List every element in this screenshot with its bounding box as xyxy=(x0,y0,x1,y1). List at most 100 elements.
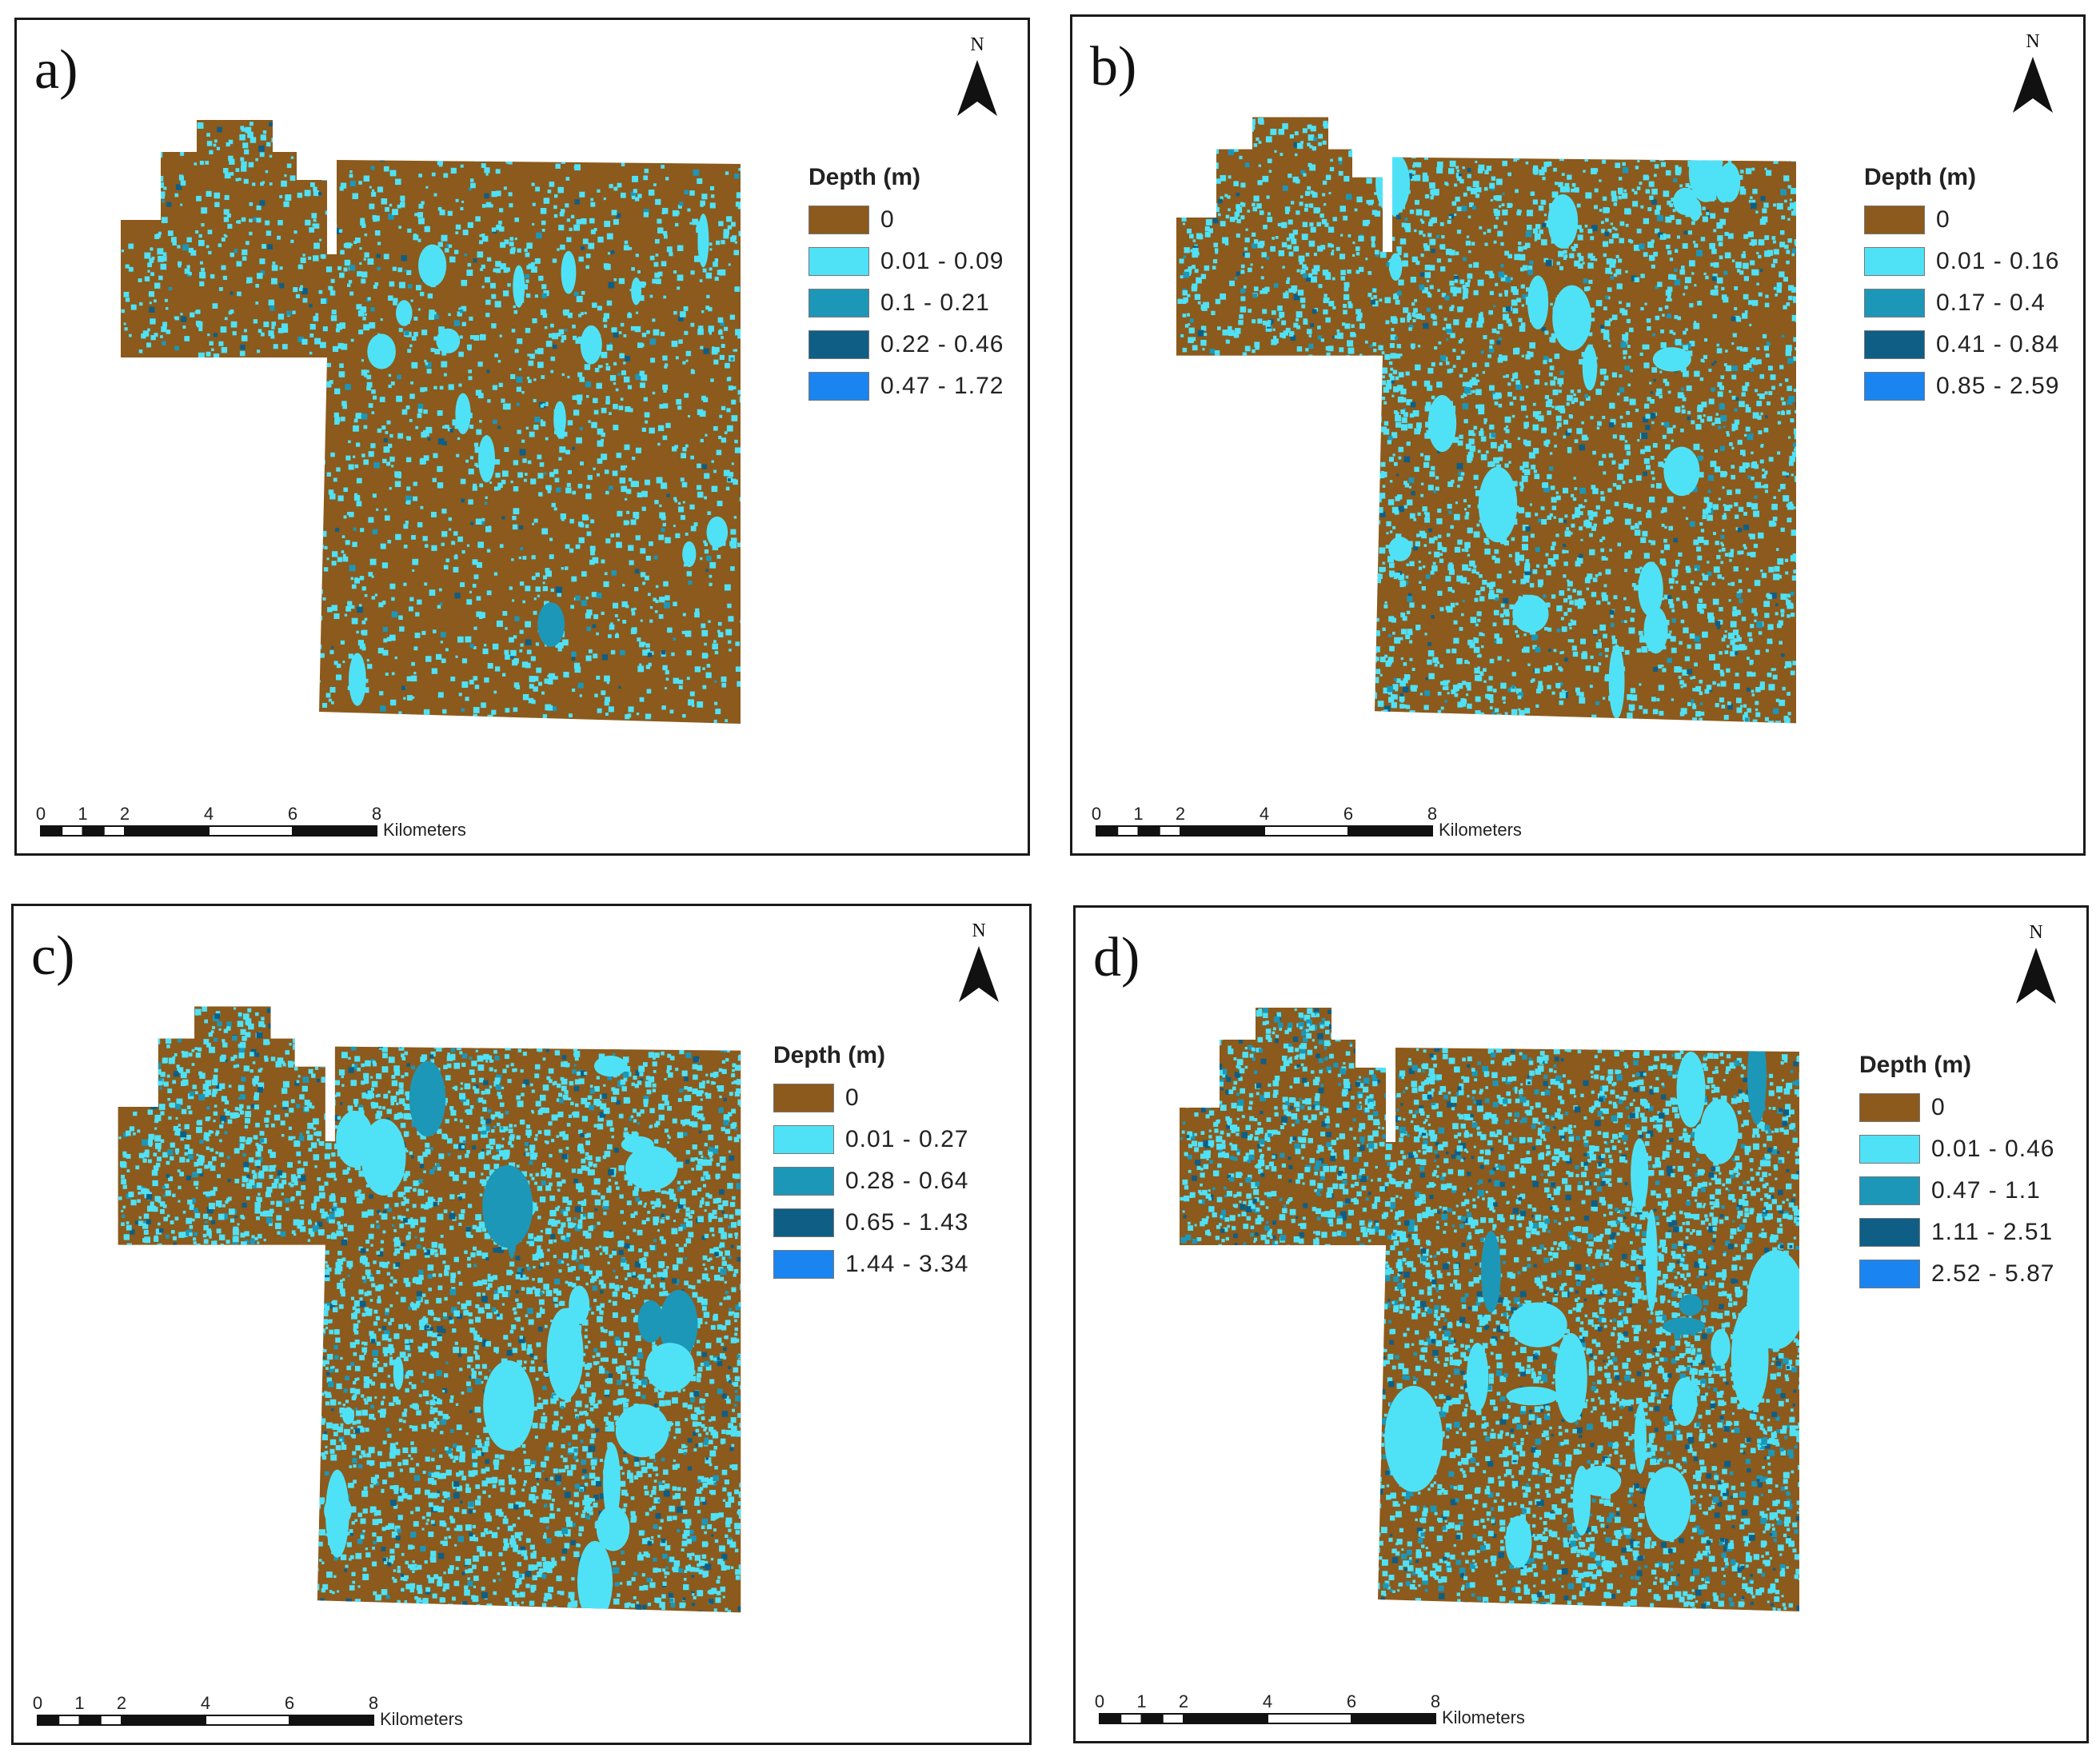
water-pixel xyxy=(1707,514,1713,521)
water-pixel xyxy=(1439,128,1445,134)
water-pixel xyxy=(623,245,629,251)
water-pixel xyxy=(1248,668,1254,674)
water-pixel xyxy=(1375,131,1380,137)
water-pixel xyxy=(1589,685,1593,689)
water-pixel xyxy=(284,585,289,589)
water-pixel xyxy=(1415,162,1422,168)
water-pixel xyxy=(314,489,319,494)
water-pixel xyxy=(1392,631,1395,635)
water-pixel xyxy=(1331,385,1335,389)
water-pixel xyxy=(678,506,685,513)
water-pixel xyxy=(1336,364,1343,371)
water-pixel xyxy=(1520,284,1525,289)
water-pixel xyxy=(1422,127,1428,134)
water-pixel xyxy=(397,433,404,439)
water-pixel xyxy=(353,425,359,432)
water-pixel xyxy=(184,614,189,619)
water-pixel xyxy=(1284,629,1290,635)
water-pixel xyxy=(609,375,617,381)
water-pixel xyxy=(170,577,173,581)
water-pixel xyxy=(1739,186,1745,191)
water-pixel xyxy=(1407,120,1411,125)
water-pixel xyxy=(1793,356,1796,361)
water-pixel xyxy=(709,202,716,209)
water-pixel xyxy=(1188,687,1192,692)
water-pixel xyxy=(1425,574,1431,579)
water-pixel xyxy=(727,225,733,230)
water-pixel xyxy=(1219,585,1225,592)
water-pixel xyxy=(406,500,411,505)
water-pixel xyxy=(163,647,168,652)
water-pixel xyxy=(499,226,505,232)
water-pixel xyxy=(1263,408,1270,414)
water-pixel xyxy=(1591,485,1596,490)
water-pixel xyxy=(297,138,301,142)
water-pixel xyxy=(1599,539,1603,542)
water-pixel xyxy=(473,707,480,713)
water-pixel xyxy=(1665,290,1672,296)
water-pixel xyxy=(227,489,231,493)
water-pixel xyxy=(200,664,205,669)
water-pixel xyxy=(1332,576,1337,580)
water-pixel xyxy=(368,451,374,457)
water-pixel xyxy=(1312,721,1315,724)
water-pixel xyxy=(713,157,717,162)
water-pixel xyxy=(1444,685,1449,691)
water-pixel xyxy=(242,530,246,535)
water-pixel xyxy=(675,533,681,538)
water-pixel xyxy=(234,464,241,470)
water-pixel xyxy=(1274,611,1280,617)
water-pixel xyxy=(715,709,721,714)
water-pixel xyxy=(1178,564,1183,569)
water-pixel xyxy=(440,641,443,644)
water-pixel xyxy=(1185,467,1189,472)
water-pixel xyxy=(194,577,199,581)
water-pixel xyxy=(303,637,309,642)
water-pixel xyxy=(1747,475,1751,479)
water-pixel xyxy=(431,512,437,517)
water-pixel xyxy=(500,242,506,248)
water-pixel xyxy=(1499,354,1503,358)
ponding-patch xyxy=(706,516,729,549)
water-pixel xyxy=(1468,438,1475,445)
water-pixel xyxy=(533,518,538,523)
water-pixel xyxy=(635,447,641,453)
water-pixel xyxy=(248,162,254,168)
water-pixel xyxy=(1176,451,1182,456)
water-pixel xyxy=(290,156,294,159)
water-pixel xyxy=(1752,727,1755,730)
water-pixel xyxy=(350,577,354,581)
water-pixel xyxy=(226,213,231,218)
water-pixel xyxy=(1438,341,1442,345)
water-pixel xyxy=(366,659,369,662)
water-pixel xyxy=(344,613,348,617)
water-pixel xyxy=(125,495,132,502)
water-pixel xyxy=(408,606,413,612)
water-pixel xyxy=(364,593,368,597)
water-pixel xyxy=(166,403,173,409)
water-pixel xyxy=(191,714,196,720)
water-pixel xyxy=(681,630,685,634)
water-pixel xyxy=(1362,455,1365,459)
water-pixel xyxy=(374,153,380,158)
water-pixel xyxy=(531,700,536,705)
water-pixel xyxy=(713,640,717,643)
water-pixel xyxy=(148,713,152,717)
water-pixel xyxy=(638,281,645,288)
water-pixel xyxy=(301,453,305,457)
water-pixel xyxy=(589,559,595,565)
water-pixel xyxy=(349,180,356,186)
water-pixel xyxy=(1258,592,1261,595)
water-pixel xyxy=(195,321,201,326)
water-pixel xyxy=(222,414,227,418)
water-pixel xyxy=(305,368,312,374)
water-pixel xyxy=(634,587,639,592)
water-pixel xyxy=(1489,706,1493,710)
water-pixel xyxy=(1433,490,1436,493)
water-pixel xyxy=(656,477,663,484)
water-pixel xyxy=(410,148,415,154)
water-pixel xyxy=(1612,434,1617,439)
water-pixel xyxy=(198,240,205,246)
water-pixel xyxy=(701,623,706,629)
water-pixel xyxy=(259,258,265,265)
